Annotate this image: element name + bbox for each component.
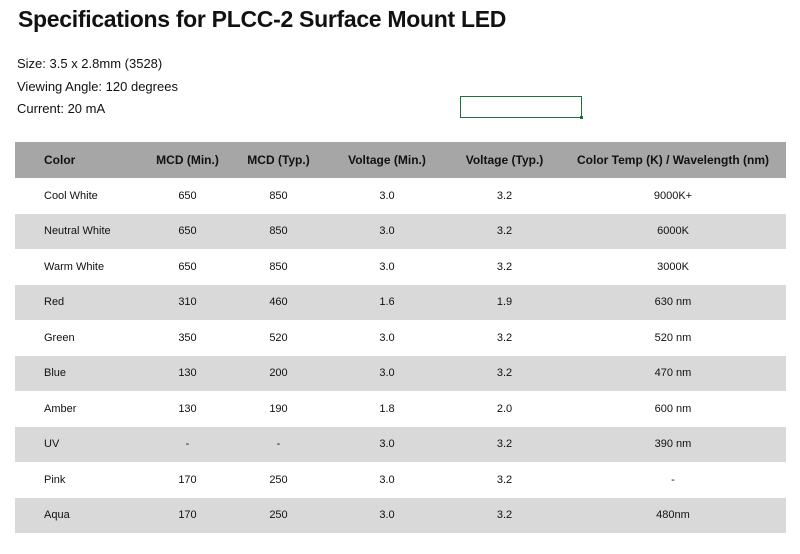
fill-handle[interactable]: [580, 116, 583, 119]
cell-mcd-min[interactable]: 170: [143, 497, 232, 533]
cell-voltage-typ[interactable]: 2.0: [496, 402, 513, 415]
cell-color[interactable]: Cool White: [44, 189, 98, 202]
cell-mcd-typ[interactable]: 850: [269, 189, 288, 202]
cell-mcd-typ[interactable]: 250: [232, 497, 325, 533]
cell-mcd-min[interactable]: 350: [178, 331, 197, 344]
cell-color[interactable]: Blue: [15, 355, 143, 391]
cell-voltage-min[interactable]: 3.0: [325, 426, 449, 462]
table-row: Amber 130 190 1.8 2.0 600 nm: [15, 391, 786, 427]
table-row: Aqua 170 250 3.0 3.2 480nm: [15, 497, 786, 533]
cell-voltage-min[interactable]: 1.6: [325, 284, 449, 320]
cell-mcd-typ[interactable]: -: [232, 426, 325, 462]
cell-color-temp[interactable]: 6000K: [560, 213, 786, 249]
cell-mcd-min[interactable]: 310: [143, 284, 232, 320]
cell-color-temp[interactable]: 630 nm: [560, 284, 786, 320]
cell-mcd-typ[interactable]: 850: [269, 260, 288, 273]
cell-mcd-typ[interactable]: 850: [232, 213, 325, 249]
cell-mcd-typ[interactable]: 520: [269, 331, 288, 344]
cell-voltage-min[interactable]: 3.0: [379, 189, 395, 202]
cell-color-temp[interactable]: 390 nm: [560, 426, 786, 462]
table-header-row: Color MCD (Min.) MCD (Typ.) Voltage (Min…: [15, 142, 786, 178]
cell-color-temp[interactable]: 470 nm: [560, 355, 786, 391]
cell-mcd-typ[interactable]: 200: [232, 355, 325, 391]
spec-viewing-angle: Viewing Angle: 120 degrees: [17, 79, 178, 94]
cell-color[interactable]: Amber: [44, 402, 77, 415]
cell-color-temp[interactable]: 520 nm: [654, 331, 692, 344]
cell-mcd-min[interactable]: 130: [143, 355, 232, 391]
cell-color[interactable]: Warm White: [44, 260, 105, 273]
table-row: Blue 130 200 3.0 3.2 470 nm: [15, 355, 786, 391]
header-mcd-typ[interactable]: MCD (Typ.): [232, 142, 325, 178]
cell-mcd-typ[interactable]: 190: [269, 402, 288, 415]
table-row: UV - - 3.0 3.2 390 nm: [15, 426, 786, 462]
cell-voltage-min[interactable]: 3.0: [325, 355, 449, 391]
cell-color-temp[interactable]: 3000K: [657, 260, 689, 273]
cell-color[interactable]: Red: [15, 284, 143, 320]
table-body: Cool White 650 850 3.0 3.2 9000K+ Neutra…: [15, 178, 786, 533]
cell-mcd-typ[interactable]: 460: [232, 284, 325, 320]
cell-mcd-min[interactable]: 650: [178, 260, 197, 273]
cell-voltage-typ[interactable]: 3.2: [496, 331, 513, 344]
cell-mcd-min[interactable]: 650: [178, 189, 197, 202]
cell-voltage-typ[interactable]: 3.2: [449, 355, 560, 391]
cell-color[interactable]: Neutral White: [15, 213, 143, 249]
cell-color-temp[interactable]: -: [671, 473, 675, 486]
cell-voltage-min[interactable]: 1.8: [379, 402, 395, 415]
table-row: Red 310 460 1.6 1.9 630 nm: [15, 284, 786, 320]
header-voltage-min[interactable]: Voltage (Min.): [325, 142, 449, 178]
spec-table: Color MCD (Min.) MCD (Typ.) Voltage (Min…: [15, 142, 786, 533]
cell-color[interactable]: Pink: [44, 473, 66, 486]
cell-voltage-min[interactable]: 3.0: [379, 260, 395, 273]
cell-voltage-typ[interactable]: 1.9: [449, 284, 560, 320]
cell-color-temp[interactable]: 600 nm: [654, 402, 692, 415]
cell-mcd-min[interactable]: 170: [178, 473, 197, 486]
selected-cell[interactable]: [460, 96, 583, 119]
cell-voltage-min[interactable]: 3.0: [379, 473, 395, 486]
cell-voltage-typ[interactable]: 3.2: [496, 189, 513, 202]
cell-mcd-min[interactable]: 650: [143, 213, 232, 249]
cell-color-temp[interactable]: 9000K+: [653, 189, 693, 202]
spec-size: Size: 3.5 x 2.8mm (3528): [17, 56, 163, 71]
table-row: Warm White 650 850 3.0 3.2 3000K: [15, 249, 786, 285]
table-row: Cool White 650 850 3.0 3.2 9000K+: [15, 178, 786, 214]
cell-voltage-typ[interactable]: 3.2: [496, 260, 513, 273]
page-title: Specifications for PLCC-2 Surface Mount …: [18, 6, 507, 32]
table-row: Pink 170 250 3.0 3.2 -: [15, 462, 786, 498]
cell-voltage-min[interactable]: 3.0: [379, 331, 395, 344]
table-row: Green 350 520 3.0 3.2 520 nm: [15, 320, 786, 356]
cell-mcd-min[interactable]: 130: [178, 402, 197, 415]
cell-voltage-typ[interactable]: 3.2: [449, 497, 560, 533]
table-row: Neutral White 650 850 3.0 3.2 6000K: [15, 213, 786, 249]
cell-voltage-min[interactable]: 3.0: [325, 213, 449, 249]
cell-voltage-min[interactable]: 3.0: [325, 497, 449, 533]
header-color-temp[interactable]: Color Temp (K) / Wavelength (nm): [560, 142, 786, 178]
cell-mcd-typ[interactable]: 250: [269, 473, 288, 486]
cell-voltage-typ[interactable]: 3.2: [449, 213, 560, 249]
cell-voltage-typ[interactable]: 3.2: [449, 426, 560, 462]
header-mcd-min[interactable]: MCD (Min.): [143, 142, 232, 178]
spec-current: Current: 20 mA: [17, 101, 106, 116]
cell-color[interactable]: Green: [44, 331, 75, 344]
cell-voltage-typ[interactable]: 3.2: [496, 473, 513, 486]
cell-color[interactable]: Aqua: [15, 497, 143, 533]
header-color[interactable]: Color: [15, 142, 143, 178]
cell-color-temp[interactable]: 480nm: [560, 497, 786, 533]
cell-mcd-min[interactable]: -: [143, 426, 232, 462]
header-voltage-typ[interactable]: Voltage (Typ.): [449, 142, 560, 178]
cell-color[interactable]: UV: [15, 426, 143, 462]
